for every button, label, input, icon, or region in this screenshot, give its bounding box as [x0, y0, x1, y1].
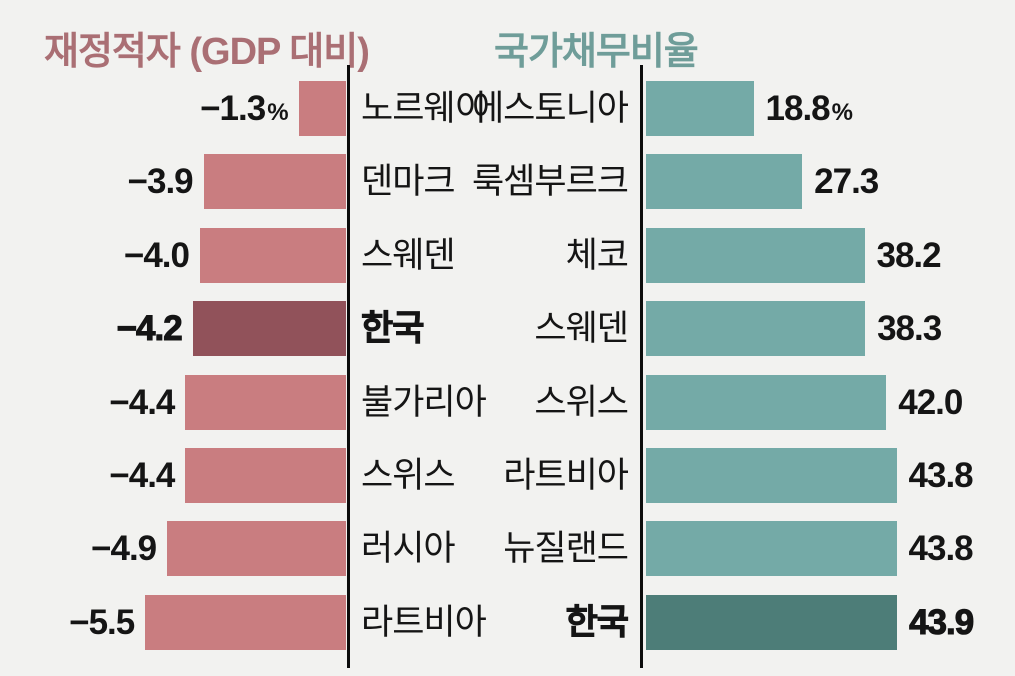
debt-bar-2 [646, 227, 865, 283]
deficit-value-1: −3.9 [127, 162, 194, 202]
debt-country-1: 룩셈부르크 [471, 162, 629, 202]
deficit-country-5: 스위스 [361, 456, 456, 495]
debt-value-2: 38.2 [876, 235, 942, 275]
deficit-bar-6 [167, 521, 346, 577]
debt-country-4: 스위스 [534, 382, 629, 422]
debt-value-5: 43.8 [908, 456, 974, 495]
deficit-value-2: −4.0 [123, 235, 190, 275]
national-debt-axis [640, 65, 643, 668]
deficit-value-5: −4.4 [109, 456, 175, 495]
deficit-bar-0 [298, 81, 346, 136]
deficit-value-4: −4.4 [109, 382, 175, 422]
deficit-bar-1 [203, 154, 346, 210]
deficit-bar-5 [185, 448, 346, 503]
debt-value-4: 42.0 [898, 382, 963, 422]
debt-country-2: 체코 [565, 235, 629, 275]
debt-bar-7 [646, 594, 898, 650]
debt-country-6: 뉴질랜드 [503, 529, 629, 569]
debt-value-6: 43.8 [908, 529, 974, 569]
debt-country-0: 에스토니아 [471, 89, 629, 128]
deficit-value-7: −5.5 [69, 602, 135, 642]
debt-value-0: 18.8% [765, 89, 853, 128]
deficit-value-0: −1.3% [200, 89, 288, 128]
deficit-value-3: −4.2 [116, 309, 183, 349]
deficit-bar-2 [200, 227, 346, 283]
debt-value-7: 43.9 [909, 602, 975, 642]
debt-bar-5 [646, 448, 897, 503]
deficit-country-6: 러시아 [361, 529, 456, 569]
deficit-bar-4 [185, 374, 346, 430]
deficit-value-6: −4.9 [91, 529, 157, 569]
percent-sign: % [831, 99, 853, 126]
debt-bar-3 [646, 301, 866, 357]
deficit-country-3: 한국 [361, 309, 425, 349]
debt-bar-0 [646, 81, 754, 136]
percent-sign: % [267, 99, 288, 126]
deficit-country-7: 라트비아 [361, 602, 487, 642]
fiscal-deficit-axis [347, 65, 350, 668]
fiscal-deficit-title: 재정적자 (GDP 대비) [44, 31, 370, 73]
deficit-bar-3 [192, 301, 346, 357]
debt-value-3: 38.3 [877, 309, 942, 349]
debt-country-3: 스웨덴 [534, 309, 629, 349]
debt-bar-1 [646, 154, 803, 210]
deficit-country-0: 노르웨이 [361, 89, 487, 128]
deficit-country-4: 불가리아 [361, 382, 487, 422]
debt-bar-6 [646, 521, 897, 577]
debt-value-1: 27.3 [814, 162, 879, 202]
deficit-bar-7 [145, 594, 346, 650]
debt-country-7: 한국 [565, 602, 629, 642]
deficit-country-1: 덴마크 [361, 162, 456, 202]
deficit-country-2: 스웨덴 [361, 235, 456, 275]
debt-country-5: 라트비아 [503, 456, 629, 495]
debt-bar-4 [646, 374, 887, 430]
national-debt-title: 국가채무비율 [494, 31, 699, 73]
